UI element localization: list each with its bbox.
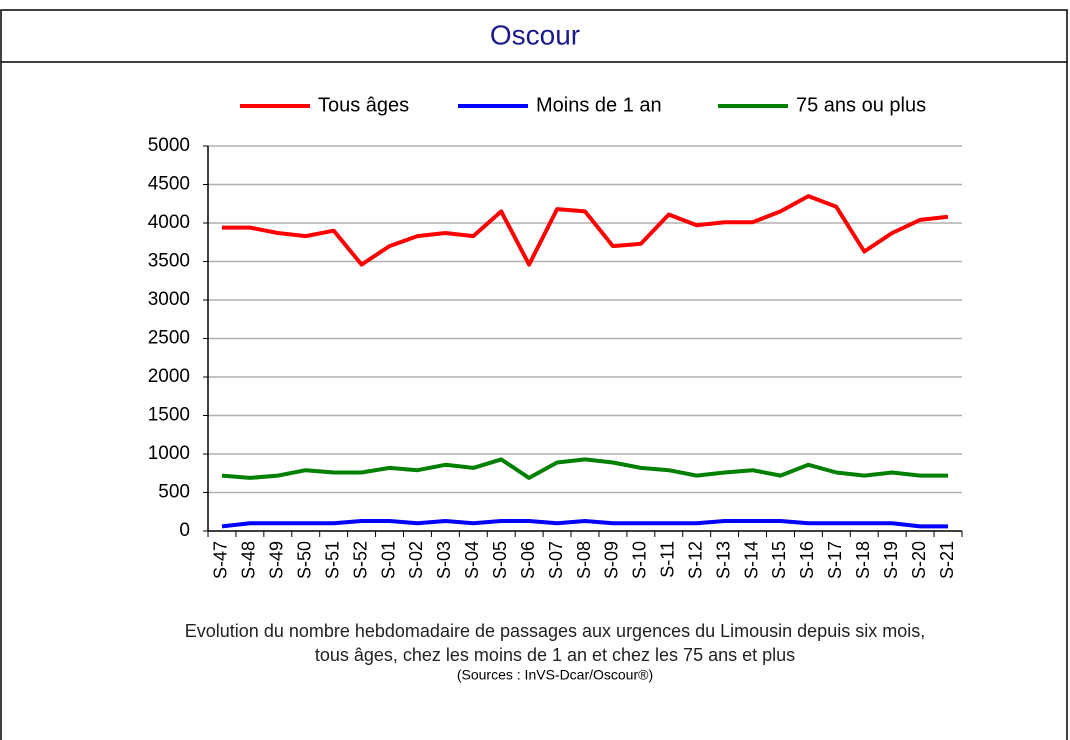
x-tick-label: S-06 xyxy=(518,541,538,579)
x-tick-label: S-17 xyxy=(825,541,845,579)
y-tick-label: 500 xyxy=(158,482,190,503)
x-tick-label: S-05 xyxy=(490,541,510,579)
x-tick-label: S-18 xyxy=(853,541,873,579)
legend-label: 75 ans ou plus xyxy=(796,94,926,116)
x-tick-label: S-09 xyxy=(602,541,622,579)
x-tick-label: S-01 xyxy=(378,541,398,579)
y-tick-label: 1000 xyxy=(148,443,190,464)
y-tick-label: 4500 xyxy=(148,174,190,195)
legend-label: Tous âges xyxy=(318,94,409,116)
x-tick-label: S-47 xyxy=(211,541,231,579)
caption-sources: (Sources : InVS-Dcar/Oscour®) xyxy=(457,667,653,683)
series-line xyxy=(221,457,948,480)
x-tick-label: S-50 xyxy=(294,541,314,579)
x-tick-label: S-02 xyxy=(406,541,426,579)
y-tick-label: 0 xyxy=(179,520,190,541)
x-tick-label: S-14 xyxy=(741,541,761,579)
x-tick-label: S-04 xyxy=(462,541,482,579)
x-tick-label: S-12 xyxy=(685,541,705,579)
caption-line: tous âges, chez les moins de 1 an et che… xyxy=(315,645,795,665)
x-tick-label: S-16 xyxy=(797,541,817,579)
x-tick-label: S-52 xyxy=(350,541,370,579)
x-tick-label: S-15 xyxy=(769,541,789,579)
frame xyxy=(0,9,1068,740)
x-tick-label: S-49 xyxy=(267,541,287,579)
series-line xyxy=(222,194,949,267)
y-tick-label: 2000 xyxy=(148,366,190,387)
y-tick-label: 1500 xyxy=(148,405,190,426)
y-tick-label: 3000 xyxy=(148,289,190,310)
x-tick-label: S-13 xyxy=(713,541,733,579)
x-tick-label: S-11 xyxy=(658,541,678,578)
x-tick-label: S-03 xyxy=(434,541,454,579)
x-tick-label: S-19 xyxy=(881,541,901,579)
y-tick-label: 2500 xyxy=(148,328,190,349)
x-tick-label: S-10 xyxy=(630,541,650,579)
x-tick-label: S-21 xyxy=(937,541,957,579)
y-tick-label: 4000 xyxy=(148,212,190,233)
x-tick-label: S-08 xyxy=(574,541,594,579)
x-tick-label: S-07 xyxy=(546,541,566,579)
x-tick-label: S-20 xyxy=(909,541,929,579)
y-tick-label: 5000 xyxy=(148,135,190,156)
x-tick-label: S-51 xyxy=(322,541,342,579)
y-tick-label: 3500 xyxy=(148,251,190,272)
series-line xyxy=(221,519,948,529)
legend-label: Moins de 1 an xyxy=(536,94,662,116)
caption-line: Evolution du nombre hebdomadaire de pass… xyxy=(185,621,925,641)
x-tick-label: S-48 xyxy=(239,541,259,579)
header-title: Oscour xyxy=(490,19,580,50)
